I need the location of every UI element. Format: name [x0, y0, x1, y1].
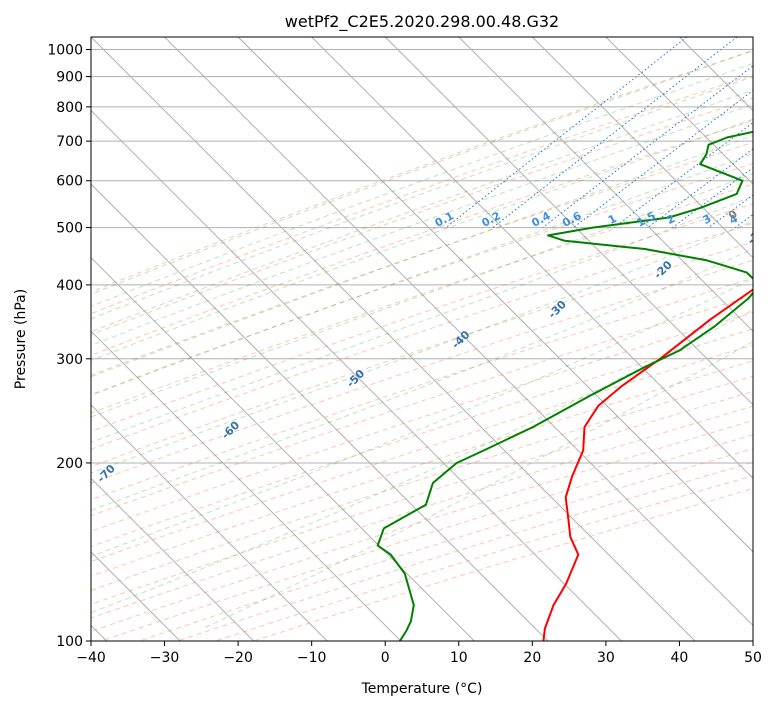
isotherm-gridline [91, 183, 549, 641]
dry-adiabat-label: -10 [745, 224, 768, 247]
isotherm-gridline [311, 37, 753, 480]
dry-adiabat [91, 162, 753, 396]
dry-adiabat [91, 74, 753, 315]
isotherm-gridline [237, 37, 753, 553]
isotherm-gridline [605, 37, 753, 185]
x-tick-label: −40 [76, 650, 106, 666]
isotherm-gridline [91, 256, 475, 641]
dry-adiabat [91, 203, 753, 433]
isotherm-gridline [91, 330, 402, 641]
y-tick-label: 100 [56, 634, 83, 650]
x-tick-label: 0 [381, 650, 390, 666]
mixing-ratio-line [573, 89, 753, 228]
chart-title: wetPf2_C2E5.2020.298.00.48.G32 [285, 12, 559, 32]
x-tick-label: −20 [223, 650, 253, 666]
y-tick-label: 900 [56, 70, 83, 86]
y-tick-label: 700 [56, 134, 83, 150]
x-tick-label: 30 [597, 650, 615, 666]
y-axis-label: Pressure (hPa) [13, 289, 29, 389]
isotherm-gridline [91, 109, 622, 641]
moist-adiabat [91, 195, 753, 443]
dry-adiabat [91, 97, 753, 336]
moist-adiabat [91, 248, 753, 511]
dewpoint-profile-line [376, 130, 753, 641]
y-tick-label: 1000 [47, 43, 83, 59]
isotherm-gridline [91, 404, 328, 641]
dry-adiabat [91, 344, 753, 563]
x-tick-label: −10 [297, 650, 327, 666]
y-tick-label: 600 [56, 174, 83, 190]
x-tick-label: −30 [150, 650, 180, 666]
moist-adiabat [91, 50, 753, 295]
isotherm-gridline [458, 37, 753, 332]
isotherm-gridline [91, 477, 255, 641]
y-tick-label: 800 [56, 100, 83, 116]
y-tick-label: 200 [56, 456, 83, 472]
y-tick-label: 500 [56, 221, 83, 237]
isotherm-gridline [384, 37, 753, 406]
y-tick-label: 300 [56, 352, 83, 368]
moist-adiabat [91, 152, 753, 397]
dry-adiabat [91, 241, 753, 468]
isotherm-gridline [531, 37, 753, 259]
moist-adiabat [91, 76, 753, 320]
x-tick-label: 40 [671, 650, 689, 666]
x-axis-label: Temperature (°C) [361, 681, 483, 697]
moist-adiabat [91, 103, 753, 347]
mixing-ratio-line [542, 65, 753, 228]
moist-adiabat [91, 134, 753, 378]
isotherm-gridline [164, 37, 753, 627]
x-tick-label: 50 [744, 650, 762, 666]
plot-frame [90, 36, 754, 642]
mixing-ratio-line [672, 167, 753, 228]
dry-adiabat [91, 294, 753, 517]
isotherm-gridline [91, 37, 696, 641]
moist-adiabat [91, 220, 753, 474]
dry-adiabat [91, 375, 753, 591]
moist-adiabat [91, 172, 753, 418]
dry-adiabat [91, 277, 753, 501]
dry-adiabat [91, 183, 753, 414]
y-tick-label: 400 [56, 278, 83, 294]
x-tick-label: 10 [450, 650, 468, 666]
x-tick-label: 20 [523, 650, 541, 666]
temperature-profile-line [542, 288, 753, 641]
dry-adiabat [91, 328, 753, 548]
moist-adiabat [91, 62, 753, 307]
